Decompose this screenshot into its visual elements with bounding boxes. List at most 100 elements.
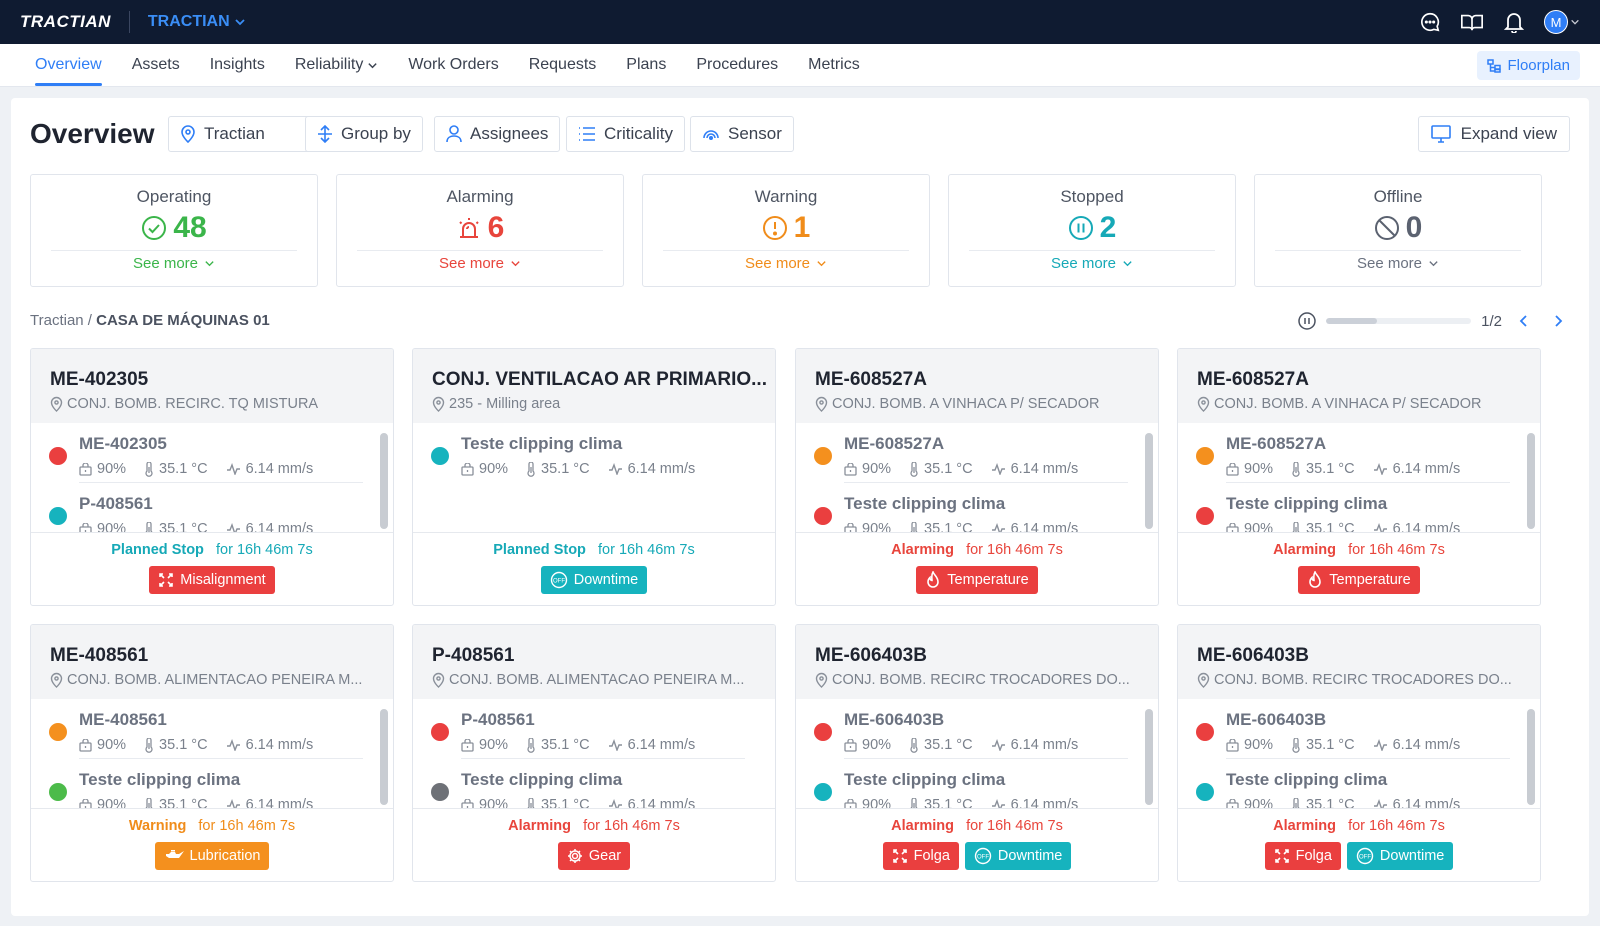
tab-work-orders[interactable]: Work Orders	[393, 44, 513, 86]
monitored-point[interactable]: Teste clipping clima 90% 35.1 °C 6.14 mm…	[431, 423, 745, 483]
monitored-point[interactable]: P-408561 90% 35.1 °C 6.14 mm/s	[431, 699, 745, 759]
status-duration: for 16h 46m 7s	[598, 542, 695, 558]
monitored-point[interactable]: ME-606403B 90% 35.1 °C 6.14 mm/s	[1196, 699, 1510, 759]
asset-title[interactable]: ME-402305	[50, 369, 149, 390]
breadcrumb-root[interactable]: Tractian /	[30, 312, 97, 329]
top-bar: TRACTIAN TRACTIAN M	[0, 0, 1600, 44]
asset-title[interactable]: CONJ. VENTILACAO AR PRIMARIO...	[432, 369, 767, 390]
stat-label: Stopped	[1060, 187, 1124, 206]
location-filter[interactable]: Tractian	[168, 116, 323, 152]
asset-status: Alarming for 16h 46m 7s	[796, 818, 1158, 834]
next-page-button[interactable]	[1546, 310, 1570, 332]
expand-view-button[interactable]: Expand view	[1417, 116, 1570, 152]
asset-card[interactable]: ME-606403B CONJ. BOMB. RECIRC TROCADORES…	[795, 624, 1159, 882]
scrollbar[interactable]	[380, 709, 388, 805]
monitored-point[interactable]: ME-408561 90% 35.1 °C 6.14 mm/s	[49, 699, 363, 759]
failure-tag[interactable]: OFF Downtime	[540, 566, 648, 594]
points-list: Teste clipping clima 90% 35.1 °C 6.14 mm…	[413, 423, 775, 533]
vibration-metric: 6.14 mm/s	[226, 461, 313, 477]
asset-title[interactable]: ME-408561	[50, 645, 149, 666]
tractian-logo[interactable]: TRACTIAN	[20, 12, 111, 31]
see-more-link[interactable]: See more	[1255, 255, 1541, 272]
humidity-metric: 90%	[1226, 737, 1273, 753]
stat-label: Operating	[136, 187, 212, 206]
failure-tag[interactable]: OFF Downtime	[1346, 842, 1454, 870]
asset-title[interactable]: ME-606403B	[1197, 645, 1309, 666]
group-by-button[interactable]: Group by	[305, 116, 423, 152]
pause-icon[interactable]	[1298, 312, 1316, 330]
monitored-point[interactable]: Teste clipping clima 90% 35.1 °C 6.14 mm…	[814, 483, 1128, 533]
workspace-select[interactable]: TRACTIAN	[148, 13, 246, 31]
monitored-point[interactable]: ME-402305 90% 35.1 °C 6.14 mm/s	[49, 423, 363, 483]
stat-card-offline[interactable]: Offline 0 See more	[1254, 174, 1542, 287]
stat-card-stopped[interactable]: Stopped 2 See more	[948, 174, 1236, 287]
monitored-point[interactable]: Teste clipping clima 90% 35.1 °C 6.14 mm…	[1196, 483, 1510, 532]
asset-card[interactable]: P-408561 CONJ. BOMB. ALIMENTACAO PENEIRA…	[412, 624, 776, 882]
asset-card[interactable]: ME-608527A CONJ. BOMB. A VINHACA P/ SECA…	[1177, 348, 1541, 606]
tab-reliability[interactable]: Reliability	[280, 44, 393, 86]
floorplan-icon	[1487, 58, 1502, 73]
monitored-point[interactable]: Teste clipping clima 90% 35.1 °C 6.14 mm…	[814, 759, 1128, 808]
asset-card[interactable]: ME-606403B CONJ. BOMB. RECIRC TROCADORES…	[1177, 624, 1541, 882]
failure-tag[interactable]: Gear	[557, 842, 631, 870]
stat-card-warning[interactable]: Warning 1 See more	[642, 174, 930, 287]
scrollbar[interactable]	[380, 433, 388, 529]
vibration-value: 6.14 mm/s	[1010, 521, 1079, 533]
tab-overview[interactable]: Overview	[20, 44, 117, 86]
scrollbar[interactable]	[1145, 433, 1153, 529]
asset-title[interactable]: ME-606403B	[815, 645, 927, 666]
user-menu[interactable]: M	[1544, 10, 1580, 34]
tab-procedures[interactable]: Procedures	[681, 44, 793, 86]
asset-card[interactable]: ME-408561 CONJ. BOMB. ALIMENTACAO PENEIR…	[30, 624, 394, 882]
stat-card-alarming[interactable]: Alarming 6 See more	[336, 174, 624, 287]
book-icon[interactable]	[1460, 10, 1484, 34]
see-more-link[interactable]: See more	[337, 255, 623, 272]
failure-tag[interactable]: Folga	[882, 842, 959, 870]
assignees-filter[interactable]: Assignees	[434, 116, 561, 152]
monitored-point[interactable]: Teste clipping clima 90% 35.1 °C 6.14 mm…	[1196, 759, 1510, 808]
scrollbar[interactable]	[1527, 709, 1535, 805]
siren-icon	[458, 218, 479, 238]
asset-card[interactable]: ME-402305 CONJ. BOMB. RECIRC. TQ MISTURA…	[30, 348, 394, 606]
monitored-point[interactable]: P-408561 90% 35.1 °C 6.14 mm/s	[49, 483, 363, 532]
scrollbar[interactable]	[1145, 709, 1153, 805]
failure-tag[interactable]: Temperature	[916, 566, 1038, 594]
failure-tag[interactable]: Folga	[1264, 842, 1341, 870]
thermometer-icon	[910, 797, 918, 808]
divider	[844, 482, 1128, 483]
sensor-filter[interactable]: Sensor	[690, 116, 794, 152]
monitored-point[interactable]: Teste clipping clima 90% 35.1 °C 6.14 mm…	[49, 759, 363, 808]
asset-card[interactable]: ME-608527A CONJ. BOMB. A VINHACA P/ SECA…	[795, 348, 1159, 606]
asset-title[interactable]: ME-608527A	[1197, 369, 1309, 390]
asset-card[interactable]: CONJ. VENTILACAO AR PRIMARIO... 235 - Mi…	[412, 348, 776, 606]
tab-insights[interactable]: Insights	[195, 44, 280, 86]
stat-card-operating[interactable]: Operating 48 See more	[30, 174, 318, 287]
vibration-metric: 6.14 mm/s	[991, 797, 1078, 808]
prev-page-button[interactable]	[1512, 310, 1536, 332]
monitored-point[interactable]: ME-608527A 90% 35.1 °C 6.14 mm/s	[814, 423, 1128, 483]
tab-plans[interactable]: Plans	[611, 44, 681, 86]
vibration-icon	[1373, 739, 1387, 751]
monitored-point[interactable]: ME-608527A 90% 35.1 °C 6.14 mm/s	[1196, 423, 1510, 483]
monitored-point[interactable]: Teste clipping clima 90% 35.1 °C 6.14 mm…	[431, 759, 745, 808]
bell-icon[interactable]	[1502, 10, 1526, 34]
tab-requests[interactable]: Requests	[514, 44, 612, 86]
floorplan-button[interactable]: Floorplan	[1477, 51, 1580, 80]
scrollbar[interactable]	[1527, 433, 1535, 529]
see-more-link[interactable]: See more	[949, 255, 1235, 272]
failure-tag[interactable]: Temperature	[1298, 566, 1420, 594]
chevron-down-icon	[511, 261, 520, 267]
failure-tag[interactable]: Lubrication	[154, 842, 270, 870]
monitored-point[interactable]: ME-606403B 90% 35.1 °C 6.14 mm/s	[814, 699, 1128, 759]
failure-tag[interactable]: Misalignment	[149, 566, 275, 594]
humidity-metric: 90%	[844, 737, 891, 753]
chat-icon[interactable]	[1418, 10, 1442, 34]
tab-assets[interactable]: Assets	[117, 44, 195, 86]
tab-metrics[interactable]: Metrics	[793, 44, 875, 86]
asset-title[interactable]: P-408561	[432, 645, 515, 666]
see-more-link[interactable]: See more	[643, 255, 929, 272]
asset-title[interactable]: ME-608527A	[815, 369, 927, 390]
failure-tag[interactable]: OFF Downtime	[964, 842, 1072, 870]
see-more-link[interactable]: See more	[31, 255, 317, 272]
criticality-filter[interactable]: Criticality	[566, 116, 685, 152]
